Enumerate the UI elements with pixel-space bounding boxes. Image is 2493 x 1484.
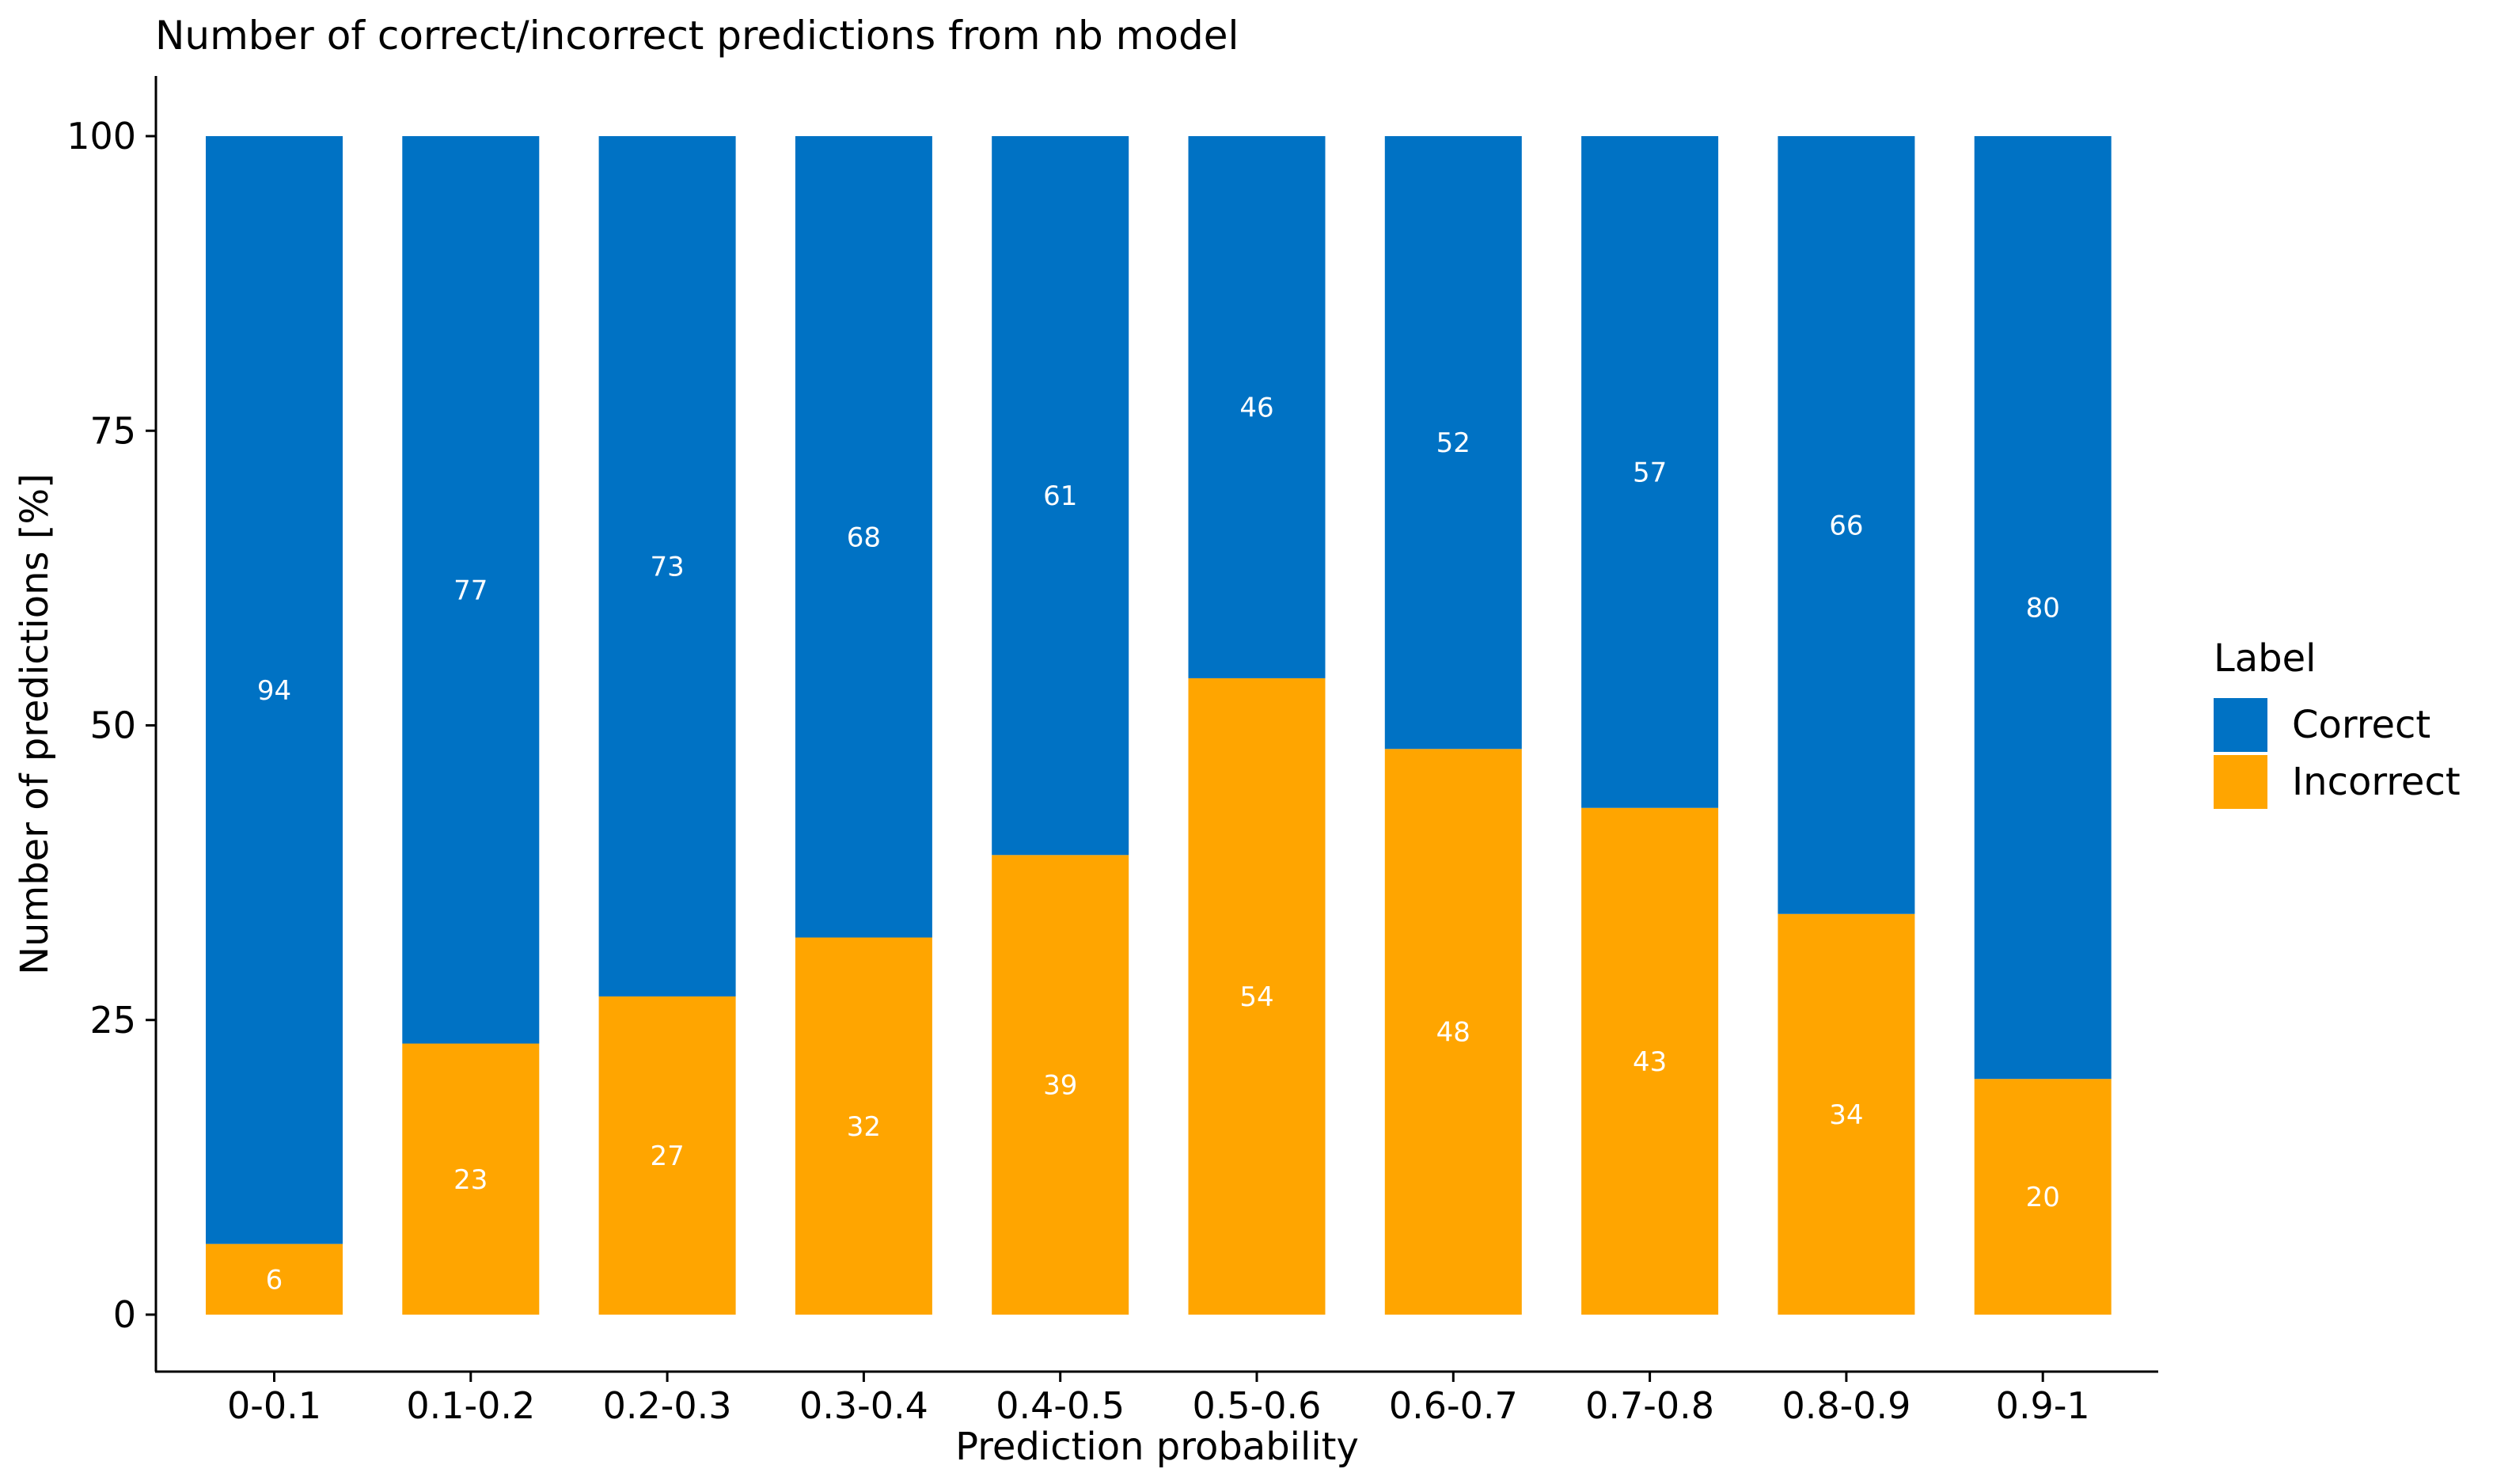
x-tick-label: 0-0.1	[227, 1384, 321, 1427]
x-axis-title: Prediction probability	[955, 1425, 1359, 1469]
y-tick-label: 75	[89, 409, 136, 452]
bar-incorrect	[795, 937, 932, 1315]
legend-swatch-correct	[2214, 698, 2267, 752]
bar-label-incorrect: 39	[1043, 1070, 1077, 1102]
x-tick-label: 0.2-0.3	[603, 1384, 732, 1427]
bar-correct	[992, 136, 1129, 856]
bar-label-incorrect: 32	[847, 1111, 881, 1143]
bar-incorrect	[598, 996, 736, 1315]
bar-label-correct: 94	[257, 675, 291, 707]
bar-correct	[598, 136, 736, 996]
bar-correct	[206, 136, 343, 1244]
bar-label-correct: 57	[1633, 457, 1667, 488]
bar-label-correct: 52	[1436, 427, 1470, 459]
y-tick-label: 0	[113, 1293, 136, 1336]
bar-correct	[1974, 136, 2112, 1080]
bar-label-incorrect: 34	[1829, 1099, 1863, 1131]
bar-label-incorrect: 43	[1633, 1046, 1667, 1078]
x-tick-label: 0.7-0.8	[1585, 1384, 1714, 1427]
bar-incorrect	[206, 1243, 343, 1315]
bar-label-correct: 77	[453, 575, 488, 606]
plot-area: 6 94 23 77 27 73 32 68 39 61 54 46 48 52 43 57 34 66 20 80	[206, 136, 2112, 1315]
bar-correct	[1188, 136, 1326, 678]
bar-incorrect	[1778, 913, 1915, 1315]
bar-incorrect	[402, 1043, 540, 1315]
bar-incorrect	[1384, 749, 1522, 1315]
bar-label-correct: 61	[1043, 480, 1077, 512]
bar-incorrect	[1974, 1079, 2112, 1315]
y-tick-label: 50	[89, 704, 136, 747]
chart-title: Number of correct/incorrect predictions …	[155, 13, 1239, 59]
bar-label-incorrect: 27	[650, 1141, 684, 1172]
legend: Label Correct Incorrect	[2214, 636, 2461, 809]
y-axis-ticks: 0 25 50 75 100	[66, 115, 156, 1336]
bar-label-incorrect: 54	[1239, 981, 1273, 1013]
x-tick-label: 0.3-0.4	[799, 1384, 928, 1427]
bar-correct	[795, 136, 932, 938]
bar-correct	[1384, 136, 1522, 750]
x-tick-label: 0.5-0.6	[1193, 1384, 1322, 1427]
bar-label-correct: 80	[2026, 593, 2060, 624]
bar-label-correct: 66	[1829, 510, 1863, 541]
legend-title: Label	[2214, 636, 2317, 681]
bar-label-correct: 46	[1239, 392, 1273, 423]
bar-label-incorrect: 20	[2026, 1182, 2060, 1213]
bar-correct	[402, 136, 540, 1044]
y-axis-title: Number of predictions [%]	[13, 473, 57, 975]
bar-label-incorrect: 23	[453, 1164, 488, 1196]
bar-label-correct: 68	[847, 522, 881, 553]
bar-label-incorrect: 6	[266, 1264, 283, 1296]
x-tick-label: 0.8-0.9	[1782, 1384, 1911, 1427]
y-tick-label: 25	[89, 999, 136, 1042]
bar-incorrect	[1188, 677, 1326, 1315]
bar-label-incorrect: 48	[1436, 1017, 1470, 1049]
bar-correct	[1581, 136, 1719, 808]
x-tick-label: 0.4-0.5	[996, 1384, 1125, 1427]
legend-label-incorrect: Incorrect	[2292, 760, 2461, 804]
bar-correct	[1778, 136, 1915, 914]
bar-incorrect	[992, 855, 1129, 1315]
legend-label-correct: Correct	[2292, 703, 2430, 747]
legend-swatch-incorrect	[2214, 755, 2267, 809]
x-tick-label: 0.1-0.2	[406, 1384, 535, 1427]
bar-label-correct: 73	[650, 551, 684, 583]
bar-incorrect	[1581, 807, 1719, 1315]
y-tick-label: 100	[66, 115, 136, 158]
x-tick-label: 0.9-1	[1996, 1384, 2090, 1427]
x-axis-ticks: 0-0.1 0.1-0.2 0.2-0.3 0.3-0.4 0.4-0.5 0.5-0.6…	[227, 1372, 2090, 1427]
x-tick-label: 0.6-0.7	[1389, 1384, 1518, 1427]
